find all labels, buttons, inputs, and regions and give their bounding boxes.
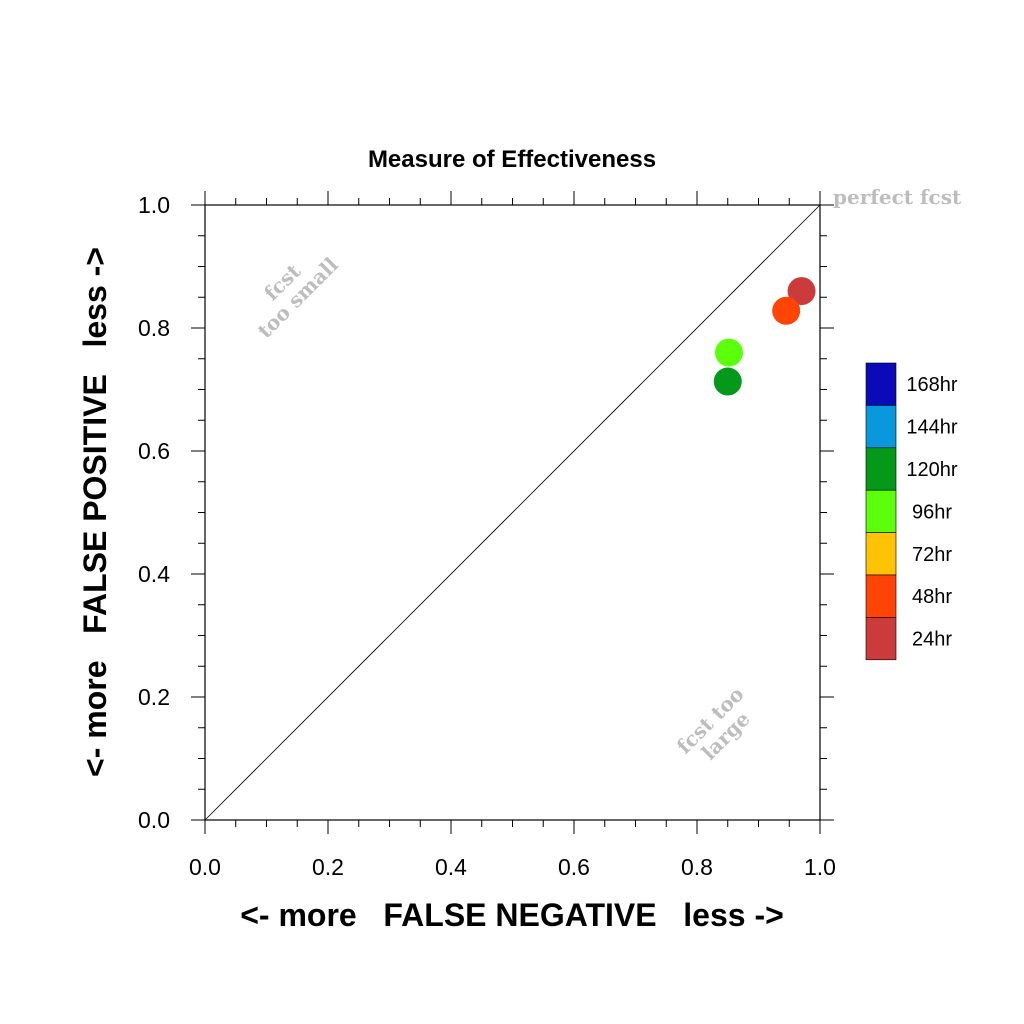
- data-point-48hr: [772, 296, 801, 325]
- axis-ticks: [191, 191, 834, 834]
- legend-swatch-120hr: [865, 447, 897, 491]
- legend: 168hr 144hr 120hr 96hr 72hr 48hr 24hr: [865, 362, 958, 661]
- y-tick-label: 0.6: [138, 438, 170, 464]
- axis-tick-labels: 0.0 0.2 0.4 0.6 0.8 1.0 0.0 0.2 0.4 0.6 0.8 1.0: [138, 192, 836, 880]
- legend-label-72hr: 72hr: [912, 544, 952, 566]
- legend-swatch-48hr: [865, 574, 897, 618]
- legend-swatch-96hr: [865, 489, 897, 533]
- legend-swatch-144hr: [865, 405, 897, 449]
- perfect-forecast-diagonal: [204, 204, 821, 821]
- data-point-96hr: [714, 338, 743, 367]
- data-points: [713, 277, 816, 396]
- too-small-annotation: fcst too small: [253, 252, 343, 342]
- y-tick-label: 0.4: [138, 561, 170, 587]
- data-point-120hr: [713, 367, 742, 396]
- data-point-24hr: [787, 277, 816, 306]
- legend-label-96hr: 96hr: [912, 501, 952, 523]
- legend-label-168hr: 168hr: [906, 374, 957, 396]
- legend-label-48hr: 48hr: [912, 586, 952, 608]
- legend-label-120hr: 120hr: [906, 459, 957, 481]
- too-large-annotation: fcst too large: [672, 682, 755, 765]
- legend-label-144hr: 144hr: [906, 417, 957, 439]
- x-tick-label: 0.8: [681, 854, 713, 880]
- perfect-forecast-annotation: perfect fcst: [833, 185, 962, 209]
- x-axis-title: <- more FALSE NEGATIVE less ->: [240, 897, 784, 933]
- chart-title: Measure of Effectiveness: [368, 146, 656, 173]
- legend-label-24hr: 24hr: [912, 629, 952, 651]
- x-tick-label: 1.0: [804, 854, 836, 880]
- y-axis-title: <- more FALSE POSITIVE less ->: [77, 247, 113, 777]
- legend-swatch-72hr: [865, 532, 897, 576]
- legend-swatch-168hr: [865, 362, 897, 406]
- y-tick-label: 0.2: [138, 684, 170, 710]
- y-tick-label: 0.0: [138, 807, 170, 833]
- x-tick-label: 0.0: [189, 854, 221, 880]
- y-tick-label: 0.8: [138, 315, 170, 341]
- x-tick-label: 0.6: [558, 854, 590, 880]
- x-tick-label: 0.4: [435, 854, 467, 880]
- legend-swatch-24hr: [865, 617, 897, 661]
- x-tick-label: 0.2: [312, 854, 344, 880]
- too-small-line-2: too small: [253, 252, 343, 342]
- y-tick-label: 1.0: [138, 192, 170, 218]
